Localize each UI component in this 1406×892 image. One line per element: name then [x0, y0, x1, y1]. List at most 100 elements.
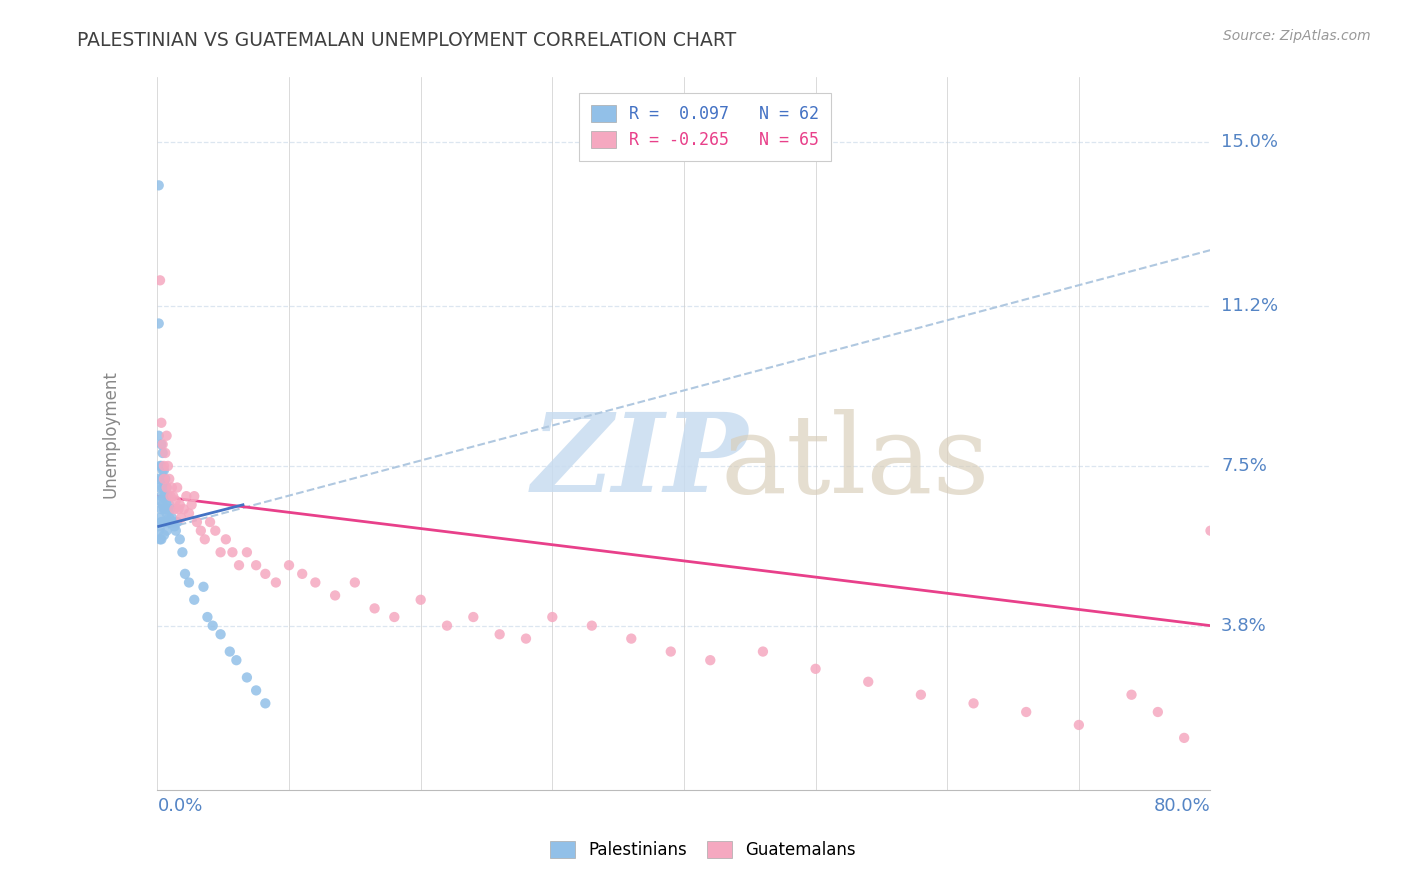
Point [155, 472, 177, 486]
Point [323, 589, 346, 603]
Point [177, 507, 200, 521]
Point [152, 515, 174, 529]
Text: Source: ZipAtlas.com: Source: ZipAtlas.com [1223, 29, 1371, 43]
Point [183, 489, 205, 503]
Point [156, 515, 179, 529]
Point [382, 610, 405, 624]
Point [153, 472, 176, 486]
Point [157, 472, 180, 486]
Point [150, 515, 173, 529]
Point [149, 533, 172, 547]
Point [515, 632, 537, 646]
Point [278, 558, 301, 573]
Legend: R =  0.097   N = 62, R = -0.265   N = 65: R = 0.097 N = 62, R = -0.265 N = 65 [579, 93, 831, 161]
Point [659, 644, 682, 658]
Text: 3.8%: 3.8% [1220, 616, 1267, 634]
Text: 7.5%: 7.5% [1220, 457, 1267, 475]
Point [159, 502, 181, 516]
Point [225, 653, 247, 667]
Point [149, 493, 172, 508]
Point [159, 515, 181, 529]
Point [160, 481, 183, 495]
Point [215, 533, 238, 547]
Point [155, 502, 177, 516]
Point [152, 481, 174, 495]
Point [153, 528, 176, 542]
Point [1067, 718, 1090, 732]
Point [153, 489, 176, 503]
Point [541, 610, 564, 624]
Point [172, 545, 194, 559]
Point [150, 458, 173, 473]
Point [148, 428, 170, 442]
Point [166, 515, 188, 529]
Point [436, 618, 458, 632]
Point [858, 674, 880, 689]
Point [1121, 688, 1143, 702]
Legend: Palestinians, Guatemalans: Palestinians, Guatemalans [541, 833, 865, 868]
Point [150, 533, 173, 547]
Point [962, 697, 984, 711]
Point [156, 489, 179, 503]
Point [488, 627, 510, 641]
Point [153, 458, 176, 473]
Text: PALESTINIAN VS GUATEMALAN UNEMPLOYMENT CORRELATION CHART: PALESTINIAN VS GUATEMALAN UNEMPLOYMENT C… [77, 31, 737, 50]
Point [752, 644, 775, 658]
Text: atlas: atlas [721, 409, 990, 516]
Point [169, 533, 191, 547]
Point [218, 644, 240, 658]
Point [176, 489, 198, 503]
Point [194, 533, 217, 547]
Point [155, 524, 177, 538]
Point [148, 178, 170, 193]
Point [152, 463, 174, 477]
Point [204, 524, 226, 538]
Point [155, 515, 177, 529]
Point [245, 558, 267, 573]
Point [155, 493, 177, 508]
Text: 11.2%: 11.2% [1220, 297, 1278, 315]
Point [153, 463, 176, 477]
Point [150, 502, 173, 516]
Point [197, 610, 219, 624]
Point [165, 493, 187, 508]
Point [1147, 705, 1170, 719]
Point [228, 558, 250, 573]
Point [363, 601, 385, 615]
Point [152, 446, 174, 460]
Point [343, 575, 366, 590]
Point [620, 632, 643, 646]
Point [153, 502, 176, 516]
Point [153, 515, 176, 529]
Point [245, 683, 267, 698]
Point [163, 502, 186, 516]
Point [186, 515, 208, 529]
Point [463, 610, 485, 624]
Point [190, 524, 212, 538]
Point [804, 662, 827, 676]
Point [254, 697, 277, 711]
Text: ZIP: ZIP [531, 409, 748, 516]
Point [304, 575, 326, 590]
Point [910, 688, 932, 702]
Point [1173, 731, 1195, 745]
Text: 0.0%: 0.0% [157, 797, 202, 814]
Point [155, 507, 177, 521]
Point [152, 498, 174, 512]
Point [163, 519, 186, 533]
Point [201, 618, 224, 632]
Point [1015, 705, 1038, 719]
Point [581, 618, 603, 632]
Point [155, 446, 177, 460]
Point [152, 437, 174, 451]
Point [162, 515, 184, 529]
Point [155, 428, 177, 442]
Point [149, 458, 172, 473]
Point [148, 472, 170, 486]
Text: 80.0%: 80.0% [1154, 797, 1211, 814]
Point [155, 481, 177, 495]
Point [198, 515, 221, 529]
Point [155, 489, 177, 503]
Point [149, 510, 172, 524]
Point [166, 481, 188, 495]
